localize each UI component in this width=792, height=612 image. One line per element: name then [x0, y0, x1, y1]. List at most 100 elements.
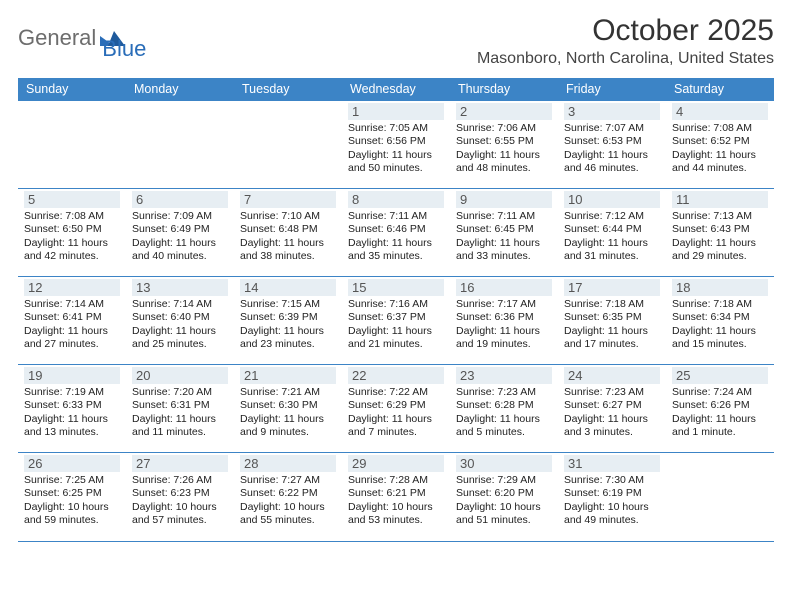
calendar-cell: 30Sunrise: 7:29 AMSunset: 6:20 PMDayligh…	[450, 453, 558, 541]
day-number: 3	[564, 103, 660, 120]
day-ss: Sunset: 6:35 PM	[564, 311, 660, 324]
day-data: Sunrise: 7:06 AMSunset: 6:55 PMDaylight:…	[456, 122, 552, 176]
day-ss: Sunset: 6:28 PM	[456, 399, 552, 412]
day-ss: Sunset: 6:55 PM	[456, 135, 552, 148]
day-sr: Sunrise: 7:25 AM	[24, 474, 120, 487]
calendar-cell: 26Sunrise: 7:25 AMSunset: 6:25 PMDayligh…	[18, 453, 126, 541]
day-dl: Daylight: 10 hours and 53 minutes.	[348, 501, 444, 528]
day-number: 31	[564, 455, 660, 472]
day-data: Sunrise: 7:17 AMSunset: 6:36 PMDaylight:…	[456, 298, 552, 352]
day-sr: Sunrise: 7:30 AM	[564, 474, 660, 487]
day-ss: Sunset: 6:36 PM	[456, 311, 552, 324]
calendar-cell: 1Sunrise: 7:05 AMSunset: 6:56 PMDaylight…	[342, 101, 450, 189]
calendar-cell: 29Sunrise: 7:28 AMSunset: 6:21 PMDayligh…	[342, 453, 450, 541]
day-number: 17	[564, 279, 660, 296]
day-sr: Sunrise: 7:23 AM	[564, 386, 660, 399]
day-data: Sunrise: 7:09 AMSunset: 6:49 PMDaylight:…	[132, 210, 228, 264]
day-dl: Daylight: 11 hours and 21 minutes.	[348, 325, 444, 352]
calendar-cell: 8Sunrise: 7:11 AMSunset: 6:46 PMDaylight…	[342, 189, 450, 277]
day-sr: Sunrise: 7:23 AM	[456, 386, 552, 399]
day-dl: Daylight: 11 hours and 25 minutes.	[132, 325, 228, 352]
day-dl: Daylight: 11 hours and 3 minutes.	[564, 413, 660, 440]
day-number: 4	[672, 103, 768, 120]
day-sr: Sunrise: 7:05 AM	[348, 122, 444, 135]
day-number: 24	[564, 367, 660, 384]
day-header: Saturday	[666, 78, 774, 101]
day-ss: Sunset: 6:43 PM	[672, 223, 768, 236]
day-data: Sunrise: 7:26 AMSunset: 6:23 PMDaylight:…	[132, 474, 228, 528]
day-dl: Daylight: 11 hours and 23 minutes.	[240, 325, 336, 352]
day-dl: Daylight: 11 hours and 35 minutes.	[348, 237, 444, 264]
day-number: 14	[240, 279, 336, 296]
day-ss: Sunset: 6:33 PM	[24, 399, 120, 412]
calendar-week: 12Sunrise: 7:14 AMSunset: 6:41 PMDayligh…	[18, 277, 774, 365]
calendar-cell: 9Sunrise: 7:11 AMSunset: 6:45 PMDaylight…	[450, 189, 558, 277]
day-sr: Sunrise: 7:22 AM	[348, 386, 444, 399]
day-sr: Sunrise: 7:06 AM	[456, 122, 552, 135]
day-data: Sunrise: 7:20 AMSunset: 6:31 PMDaylight:…	[132, 386, 228, 440]
day-dl: Daylight: 10 hours and 59 minutes.	[24, 501, 120, 528]
calendar-week: 5Sunrise: 7:08 AMSunset: 6:50 PMDaylight…	[18, 189, 774, 277]
day-sr: Sunrise: 7:18 AM	[564, 298, 660, 311]
day-data: Sunrise: 7:05 AMSunset: 6:56 PMDaylight:…	[348, 122, 444, 176]
calendar-cell: 11Sunrise: 7:13 AMSunset: 6:43 PMDayligh…	[666, 189, 774, 277]
day-sr: Sunrise: 7:13 AM	[672, 210, 768, 223]
day-header: Wednesday	[342, 78, 450, 101]
day-sr: Sunrise: 7:15 AM	[240, 298, 336, 311]
day-sr: Sunrise: 7:27 AM	[240, 474, 336, 487]
day-sr: Sunrise: 7:10 AM	[240, 210, 336, 223]
day-dl: Daylight: 11 hours and 11 minutes.	[132, 413, 228, 440]
day-dl: Daylight: 11 hours and 31 minutes.	[564, 237, 660, 264]
day-data: Sunrise: 7:27 AMSunset: 6:22 PMDaylight:…	[240, 474, 336, 528]
day-dl: Daylight: 11 hours and 19 minutes.	[456, 325, 552, 352]
calendar-cell: 16Sunrise: 7:17 AMSunset: 6:36 PMDayligh…	[450, 277, 558, 365]
day-ss: Sunset: 6:25 PM	[24, 487, 120, 500]
calendar-cell: 14 Sunrise: 7:15 AMSunset: 6:39 PMDayligh…	[234, 277, 342, 365]
calendar-cell: 3Sunrise: 7:07 AMSunset: 6:53 PMDaylight…	[558, 101, 666, 189]
calendar-cell: 5Sunrise: 7:08 AMSunset: 6:50 PMDaylight…	[18, 189, 126, 277]
day-sr: Sunrise: 7:28 AM	[348, 474, 444, 487]
day-number: 18	[672, 279, 768, 296]
day-data: Sunrise: 7:14 AMSunset: 6:40 PMDaylight:…	[132, 298, 228, 352]
day-data: Sunrise: 7:16 AMSunset: 6:37 PMDaylight:…	[348, 298, 444, 352]
day-sr: Sunrise: 7:11 AM	[456, 210, 552, 223]
day-header: Monday	[126, 78, 234, 101]
day-data: Sunrise: 7:12 AMSunset: 6:44 PMDaylight:…	[564, 210, 660, 264]
day-ss: Sunset: 6:44 PM	[564, 223, 660, 236]
day-sr: Sunrise: 7:29 AM	[456, 474, 552, 487]
day-sr: Sunrise: 7:08 AM	[672, 122, 768, 135]
day-number: 10	[564, 191, 660, 208]
calendar-body: 1Sunrise: 7:05 AMSunset: 6:56 PMDaylight…	[18, 101, 774, 541]
day-ss: Sunset: 6:22 PM	[240, 487, 336, 500]
day-header: Tuesday	[234, 78, 342, 101]
day-dl: Daylight: 11 hours and 40 minutes.	[132, 237, 228, 264]
day-number: 20	[132, 367, 228, 384]
day-sr: Sunrise: 7:07 AM	[564, 122, 660, 135]
day-sr: Sunrise: 7:18 AM	[672, 298, 768, 311]
location-text: Masonboro, North Carolina, United States	[477, 50, 774, 68]
day-ss: Sunset: 6:48 PM	[240, 223, 336, 236]
day-data: Sunrise: 7:15 AMSunset: 6:39 PMDaylight:…	[240, 298, 336, 352]
day-sr: Sunrise: 7:19 AM	[24, 386, 120, 399]
day-number: 15	[348, 279, 444, 296]
day-sr: Sunrise: 7:24 AM	[672, 386, 768, 399]
day-dl: Daylight: 11 hours and 1 minute.	[672, 413, 768, 440]
day-ss: Sunset: 6:29 PM	[348, 399, 444, 412]
calendar-cell: 10 Sunrise: 7:12 AMSunset: 6:44 PMDayligh…	[558, 189, 666, 277]
calendar-cell: 28Sunrise: 7:27 AMSunset: 6:22 PMDayligh…	[234, 453, 342, 541]
day-sr: Sunrise: 7:26 AM	[132, 474, 228, 487]
calendar-cell	[126, 101, 234, 189]
day-sr: Sunrise: 7:12 AM	[564, 210, 660, 223]
day-number: 21	[240, 367, 336, 384]
day-data: Sunrise: 7:13 AMSunset: 6:43 PMDaylight:…	[672, 210, 768, 264]
day-ss: Sunset: 6:50 PM	[24, 223, 120, 236]
day-header: Friday	[558, 78, 666, 101]
calendar-cell: 6Sunrise: 7:09 AMSunset: 6:49 PMDaylight…	[126, 189, 234, 277]
day-dl: Daylight: 11 hours and 27 minutes.	[24, 325, 120, 352]
calendar-cell: 25Sunrise: 7:24 AMSunset: 6:26 PMDayligh…	[666, 365, 774, 453]
calendar-cell: 12Sunrise: 7:14 AMSunset: 6:41 PMDayligh…	[18, 277, 126, 365]
day-dl: Daylight: 11 hours and 44 minutes.	[672, 149, 768, 176]
day-sr: Sunrise: 7:16 AM	[348, 298, 444, 311]
day-data: Sunrise: 7:19 AMSunset: 6:33 PMDaylight:…	[24, 386, 120, 440]
day-data: Sunrise: 7:21 AMSunset: 6:30 PMDaylight:…	[240, 386, 336, 440]
